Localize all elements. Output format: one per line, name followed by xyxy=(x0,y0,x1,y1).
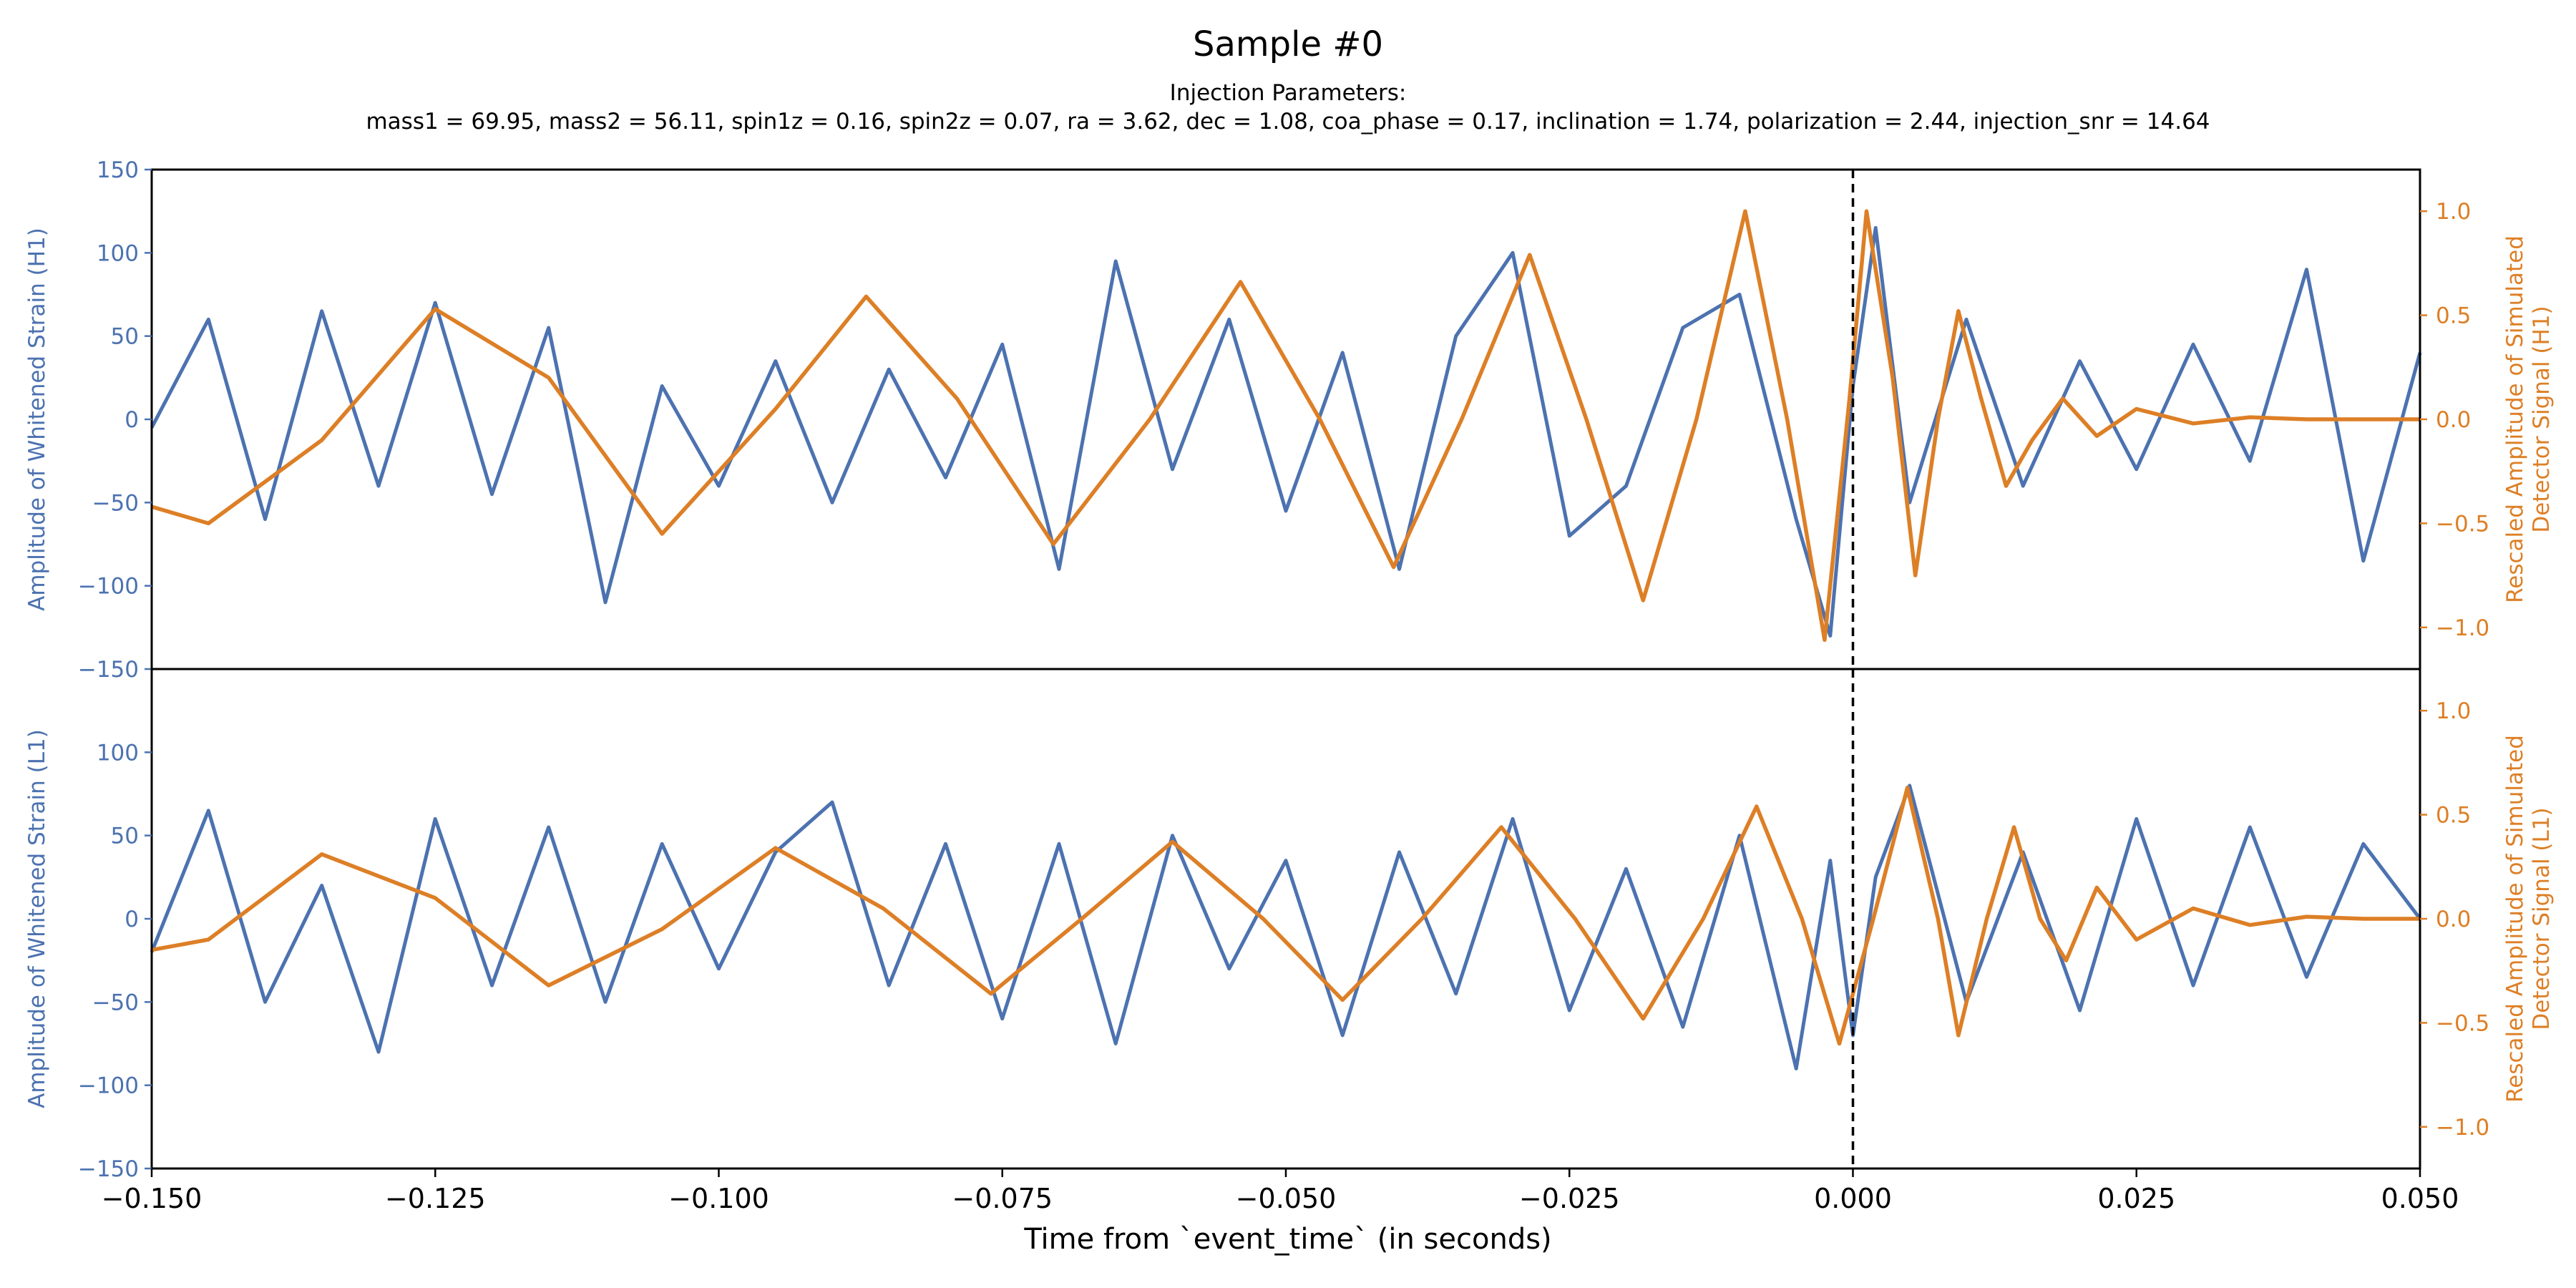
h1-left-tick-label: 50 xyxy=(111,324,139,350)
h1-right-axis-label-line1: Rescaled Amplitude of Simulated xyxy=(2502,235,2528,603)
h1-left-tick-label: 100 xyxy=(97,240,139,266)
h1-left-tick-label: 0 xyxy=(125,407,139,433)
l1-right-axis-label-line2: Detector Signal (L1) xyxy=(2529,807,2555,1030)
h1-right-tick-label: 0.0 xyxy=(2436,407,2471,433)
h1-panel: 150 100 50 0 −50 −100 −150 1.0 0.5 0.0 −0.5 −1.0 Amp… xyxy=(24,157,2555,683)
l1-left-tick-label: −150 xyxy=(78,1156,139,1182)
l1-right-tick-label: −1.0 xyxy=(2436,1115,2489,1141)
h1-left-axis-label: Amplitude of Whitened Strain (H1) xyxy=(24,228,50,611)
h1-series-simulated-signal-line xyxy=(151,209,2420,643)
l1-left-tick-label: −50 xyxy=(92,990,139,1015)
l1-right-tick-label: 0.5 xyxy=(2436,803,2471,829)
x-tick-label: −0.050 xyxy=(1236,1183,1337,1214)
x-tick-label: 0.025 xyxy=(2097,1183,2175,1214)
l1-left-axis-label: Amplitude of Whitened Strain (L1) xyxy=(24,729,50,1108)
l1-left-tick-label: −100 xyxy=(78,1073,139,1099)
x-tick-label: −0.075 xyxy=(952,1183,1053,1214)
subtitle-heading: Injection Parameters: xyxy=(1170,80,1407,106)
h1-right-tick-label: 0.5 xyxy=(2436,303,2471,329)
l1-right-tick-label: 1.0 xyxy=(2436,698,2471,724)
h1-right-tick-label: −0.5 xyxy=(2436,511,2489,537)
x-tick-label: 0.000 xyxy=(1814,1183,1892,1214)
h1-right-axis-label-line2: Detector Signal (H1) xyxy=(2529,306,2555,532)
l1-right-tick-label: 0.0 xyxy=(2436,907,2471,932)
l1-axes-frame xyxy=(150,668,2421,1170)
x-tick-label: −0.100 xyxy=(668,1183,769,1214)
l1-right-axis-label-line1: Rescaled Amplitude of Simulated xyxy=(2502,735,2528,1103)
x-tick-label: −0.125 xyxy=(385,1183,486,1214)
h1-left-tick-label: −150 xyxy=(78,657,139,683)
l1-series-simulated-signal-line xyxy=(151,786,2420,1046)
h1-right-tick-label: 1.0 xyxy=(2436,199,2471,225)
x-tick-label: 0.050 xyxy=(2381,1183,2459,1214)
l1-left-tick-label: 0 xyxy=(125,907,139,932)
h1-right-tick-label: −1.0 xyxy=(2436,615,2489,641)
x-tick-label: −0.025 xyxy=(1519,1183,1620,1214)
h1-left-tick-label: −50 xyxy=(92,490,139,516)
l1-left-tick-label: 100 xyxy=(97,740,139,766)
subtitle-params: mass1 = 69.95, mass2 = 56.11, spin1z = 0… xyxy=(366,109,2210,135)
l1-panel: 100 50 0 −50 −100 −150 1.0 0.5 0.0 −0.5 −1.0 Amplit… xyxy=(24,668,2555,1214)
h1-series-whitened-strain-line xyxy=(150,225,2422,638)
h1-left-tick-label: −100 xyxy=(78,574,139,600)
l1-right-tick-label: −0.5 xyxy=(2436,1010,2489,1036)
x-tick-label: −0.150 xyxy=(102,1183,203,1214)
x-axis-label: Time from `event_time` (in seconds) xyxy=(1023,1223,1551,1256)
l1-left-tick-label: 50 xyxy=(111,824,139,849)
h1-left-tick-label: 150 xyxy=(97,157,139,183)
figure-title: Sample #0 xyxy=(1193,24,1383,64)
